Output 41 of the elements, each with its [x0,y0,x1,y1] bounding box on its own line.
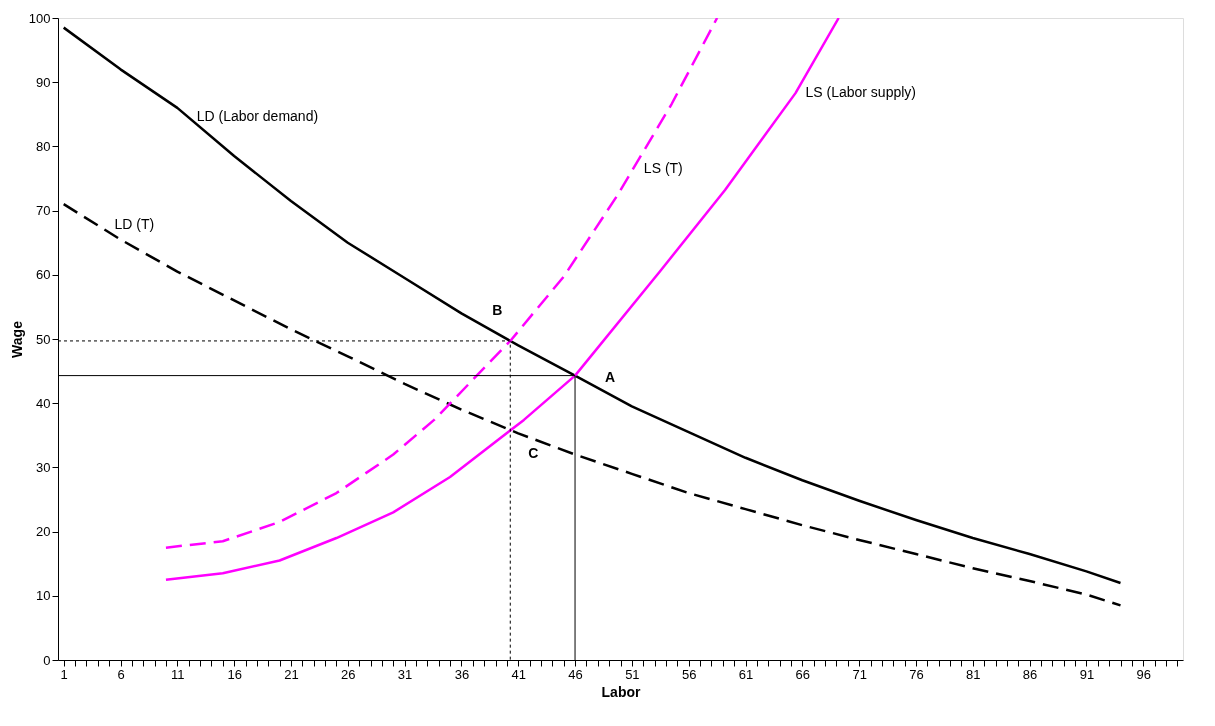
x-tick-label: 36 [454,666,470,682]
y-tick-label: 20 [36,524,51,540]
x-tick-label: 6 [117,666,125,682]
x-tick-label: 11 [171,666,185,682]
x-tick-label: 81 [966,666,981,682]
x-tick-label: 41 [511,666,526,682]
y-tick-label: 70 [36,203,51,219]
y-tick-label: 90 [36,74,51,90]
x-tick-label: 16 [227,666,242,682]
annotation: LD (T) [114,216,155,233]
x-tick-label: 1 [60,666,68,682]
x-tick-label: 21 [284,666,299,682]
annotation: LS (Labor supply) [805,84,917,101]
y-tick-label: 30 [36,459,51,475]
y-tick-label: 80 [36,138,51,154]
y-tick-label: 100 [28,10,51,26]
x-tick-label: 76 [909,666,924,682]
x-axis-title: Labor [601,683,641,700]
y-axis-title: Wage [8,320,25,358]
annotation: LS (T) [643,159,683,176]
x-tick-label: 71 [852,666,867,682]
annotation: LD (Labor demand) [196,107,319,124]
annotation: A [605,368,616,385]
x-tick-label: 26 [341,666,356,682]
x-tick-label: 56 [681,666,697,682]
line-series [164,18,719,549]
y-tick-label: 50 [36,331,51,347]
y-tick-label: 40 [36,395,51,411]
x-tick-label: 31 [397,666,413,682]
x-tick-label: 66 [795,666,811,682]
y-tick-label: 0 [43,652,51,668]
y-tick-label: 60 [36,267,51,283]
x-tick-label: 96 [1136,666,1151,682]
x-tick-label: 46 [568,666,583,682]
x-tick-label: 61 [738,666,754,682]
y-tick-label: 10 [36,588,51,604]
x-tick-label: 91 [1079,666,1095,682]
x-tick-label: 51 [625,666,640,682]
annotation: B [492,301,503,318]
annotation: C [528,445,539,462]
x-tick-label: 86 [1022,666,1038,682]
